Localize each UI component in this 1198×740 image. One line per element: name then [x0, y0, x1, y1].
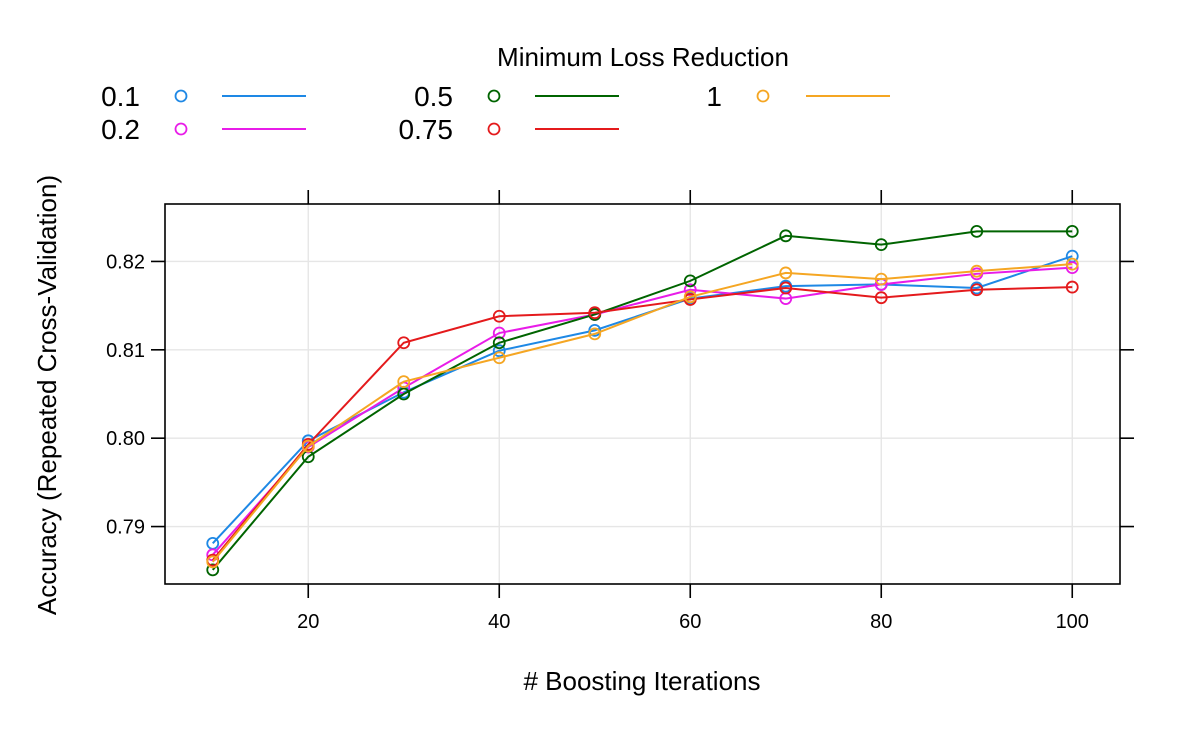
legend-item-0.75: 0.75: [399, 114, 619, 145]
y-tick-label: 0.79: [106, 517, 145, 539]
data-point: [779, 266, 793, 280]
data-point: [492, 344, 506, 358]
data-point: [683, 283, 697, 297]
plot-frame: [164, 203, 1121, 585]
data-point: [970, 283, 984, 297]
series-line: [212, 255, 1073, 545]
legend-marker: [174, 122, 188, 136]
data-point: [397, 387, 411, 401]
series-1: [206, 257, 1079, 569]
y-tick-label: 0.82: [106, 251, 145, 273]
axis-ticks: 20 40 60 80 100 0.79 0.80 0.81 0.82: [106, 190, 1134, 633]
data-point: [683, 274, 697, 288]
data-point: [492, 309, 506, 323]
y-tick-label: 0.80: [106, 428, 145, 450]
data-point: [206, 563, 220, 577]
legend-marker: [174, 89, 188, 103]
data-point: [970, 264, 984, 278]
data-point: [397, 375, 411, 389]
series-layer: [206, 224, 1079, 577]
legend-title: Minimum Loss Reduction: [497, 42, 789, 72]
series-line: [211, 263, 1073, 563]
series-0.1: [206, 249, 1079, 550]
legend-items: 0.10.2 0.50.75 1: [101, 81, 890, 145]
y-axis-title: Accuracy (Repeated Cross-Validation): [32, 175, 62, 615]
data-point: [970, 224, 984, 238]
data-point: [397, 336, 411, 350]
data-point: [1065, 261, 1079, 275]
y-tick-label: 0.81: [106, 340, 145, 362]
data-point: [1065, 224, 1079, 238]
series-0.75: [206, 280, 1079, 567]
series-line: [211, 230, 1073, 571]
data-point: [588, 306, 602, 320]
data-point: [1065, 280, 1079, 294]
legend-label: 0.2: [101, 114, 140, 145]
data-point: [1065, 257, 1079, 271]
legend-label: 1: [706, 81, 722, 112]
series-line: [212, 266, 1073, 556]
legend-label: 0.75: [399, 114, 454, 145]
legend-label: 0.1: [101, 81, 140, 112]
plot-area: 20 40 60 80 100 0.79 0.80 0.81 0.82: [106, 190, 1134, 633]
legend-marker: [756, 89, 770, 103]
data-point: [206, 555, 220, 569]
data-point: [874, 291, 888, 305]
legend-label: 0.5: [414, 81, 453, 112]
legend: Minimum Loss Reduction 0.10.2 0.50.75 1: [101, 42, 890, 145]
series-0.5: [206, 224, 1079, 577]
x-tick-label: 80: [870, 611, 892, 633]
x-tick-label: 60: [679, 611, 701, 633]
data-point: [779, 229, 793, 243]
data-point: [874, 272, 888, 286]
legend-item-1: 1: [706, 81, 890, 112]
data-point: [588, 327, 602, 341]
data-point: [874, 238, 888, 252]
data-point: [779, 281, 793, 295]
legend-marker: [487, 89, 501, 103]
legend-item-0.1: 0.1: [101, 81, 306, 112]
x-tick-label: 20: [297, 611, 319, 633]
legend-marker: [487, 122, 501, 136]
series-line: [211, 286, 1073, 561]
data-point: [588, 323, 602, 337]
legend-item-0.5: 0.5: [414, 81, 619, 112]
x-tick-label: 40: [488, 611, 510, 633]
data-point: [492, 336, 506, 350]
legend-item-0.2: 0.2: [101, 114, 306, 145]
data-point: [492, 326, 506, 340]
data-point: [683, 290, 697, 304]
x-axis-title: # Boosting Iterations: [523, 666, 760, 696]
gridlines: [165, 204, 1120, 584]
x-tick-label: 100: [1056, 611, 1089, 633]
data-point: [492, 351, 506, 365]
data-point: [301, 439, 315, 453]
